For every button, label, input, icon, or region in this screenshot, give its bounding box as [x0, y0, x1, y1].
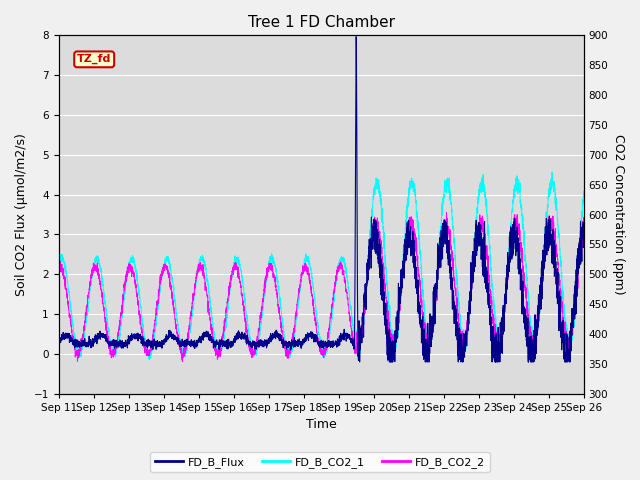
- Y-axis label: CO2 Concentration (ppm): CO2 Concentration (ppm): [612, 134, 625, 295]
- Title: Tree 1 FD Chamber: Tree 1 FD Chamber: [248, 15, 395, 30]
- X-axis label: Time: Time: [306, 419, 337, 432]
- Y-axis label: Soil CO2 Flux (μmol/m2/s): Soil CO2 Flux (μmol/m2/s): [15, 133, 28, 296]
- Text: TZ_fd: TZ_fd: [77, 54, 111, 64]
- Legend: FD_B_Flux, FD_B_CO2_1, FD_B_CO2_2: FD_B_Flux, FD_B_CO2_1, FD_B_CO2_2: [150, 452, 490, 472]
